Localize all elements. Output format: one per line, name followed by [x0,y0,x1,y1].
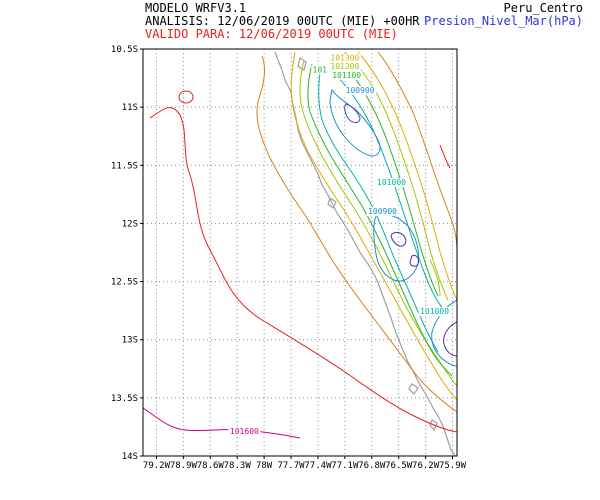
contour-101400 [256,55,457,413]
model-title: MODELO WRFV3.1 [145,1,247,15]
analysis-time: ANALISIS: 12/06/2019 00UTC (MIE) +00HR [145,14,420,28]
contour-label-bg [418,307,451,317]
axis-ticks [140,48,454,459]
contour-label-bg [375,178,408,188]
lon-label: 76.8W [358,461,386,471]
lat-label: 12S [122,219,138,229]
lon-label: 76.5W [385,461,413,471]
lon-label: 78.3W [224,461,252,471]
contour-label: 101 [313,65,328,74]
contour-label-bg [330,71,363,81]
contour-101500-closed [178,90,194,104]
contour-inland-south [429,259,441,297]
contour-label-bg [344,86,377,96]
contour-101300-east [357,51,457,301]
contour-101400-east [377,51,457,253]
island [327,197,337,209]
longitude-labels: 79.2W 78.9W 78.6W 78.3W 78W 77.7W 77.4W 77.1W 76… [143,461,467,471]
variable-name: Presion_Nivel_Mar(hPa) [424,14,583,28]
contour-100800-southeast [443,321,457,357]
contour-label: 100900 [346,86,375,95]
lon-label: 78W [256,461,273,471]
lat-label: 13.5S [111,394,138,404]
contour-101600 [143,407,301,439]
contour-101500 [149,107,457,433]
contour-label: 101300 [330,54,359,63]
contour-100950 [329,88,381,157]
contour-100900 [373,213,419,282]
contour-label: 101000 [377,178,406,187]
contour-label-bg [328,61,361,71]
lat-label: 12.5S [111,278,138,288]
contour-101500-east [439,144,451,169]
coastline [274,51,456,456]
contour-label-bg [328,53,361,63]
contour-label: 101100 [332,71,361,80]
contour-101100 [307,63,453,377]
lat-label: 11S [122,103,138,113]
domain-name: Peru_Centro [503,1,583,15]
contour-101300 [290,51,457,401]
contour-label: 101200 [330,62,359,71]
lon-label: 77.7W [277,461,305,471]
contour-100700 [409,255,419,267]
contour-100800 [390,231,407,247]
contour-label: 101000 [420,307,449,316]
contour-101000-east [329,69,447,313]
lon-label: 76.2W [412,461,440,471]
map-frame [142,48,458,457]
latitude-labels: 10.5S 11S 11.5S 12S 12.5S 13S 13.5S 14S [111,45,138,462]
lon-label: 77.1W [331,461,359,471]
lon-label: 78.6W [197,461,225,471]
lon-label: 79.2W [143,461,171,471]
lat-label: 11.5S [111,161,138,171]
lat-label: 10.5S [111,45,138,55]
contour-label: 100900 [368,207,397,216]
island [408,383,419,395]
contour-100850 [344,103,361,123]
contour-label-bg [228,426,261,436]
lon-label: 77.4W [304,461,332,471]
contour-label-bg [311,65,329,75]
lat-label: 14S [122,452,138,462]
contour-101100-east [337,57,439,297]
valid-time: VALIDO PARA: 12/06/2019 00UTC (MIE) [145,27,398,41]
lon-label: 75.9W [439,461,467,471]
contour-101200 [299,59,457,387]
lat-label: 13S [122,336,138,346]
contour-label-bg [366,207,399,217]
contour-lines [143,51,457,439]
contour-label: 101600 [230,427,259,436]
lon-label: 78.9W [170,461,198,471]
map-grid [143,49,457,456]
